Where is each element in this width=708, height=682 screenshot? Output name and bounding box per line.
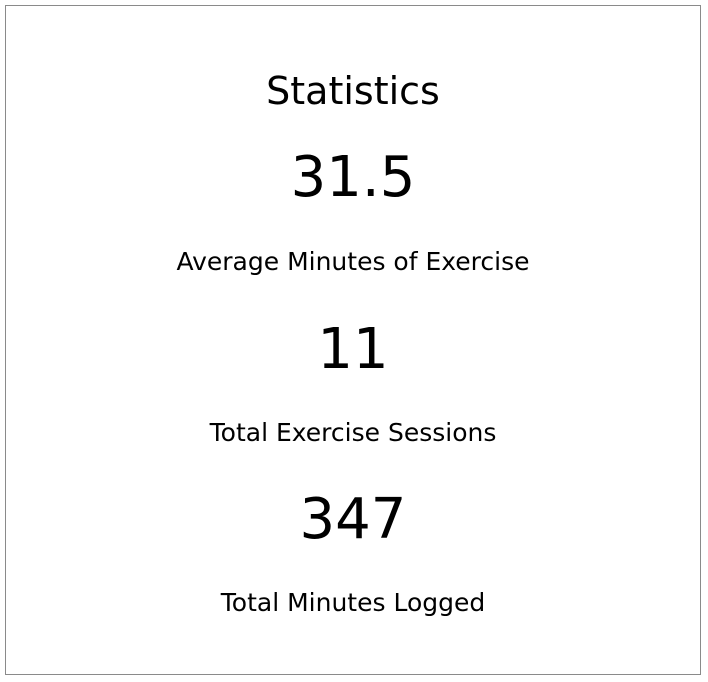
total-minutes-value: 347 — [299, 487, 407, 552]
average-minutes-label: Average Minutes of Exercise — [176, 247, 530, 276]
total-minutes-label: Total Minutes Logged — [220, 588, 486, 617]
statistics-panel: Statistics 31.5 Average Minutes of Exerc… — [5, 5, 701, 675]
average-minutes-value: 31.5 — [290, 145, 416, 210]
total-sessions-value: 11 — [317, 317, 389, 382]
statistics-title: Statistics — [266, 69, 440, 113]
total-sessions-label: Total Exercise Sessions — [209, 418, 497, 447]
